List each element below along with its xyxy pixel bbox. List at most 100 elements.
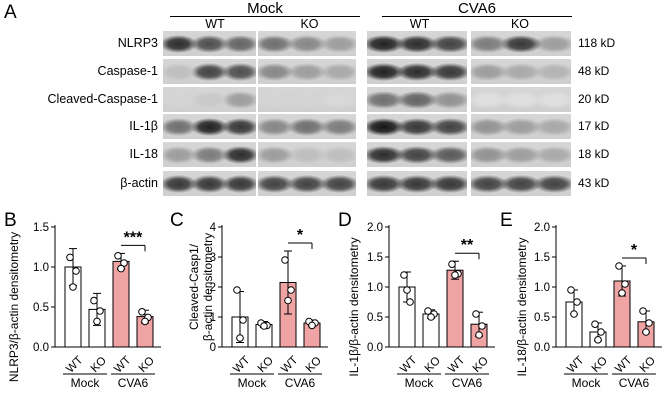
data-point <box>72 267 80 275</box>
blot-kd-label: 18 kD <box>578 147 610 161</box>
y-tick-label: 0.0 <box>534 342 550 354</box>
x-tick-label: WT <box>565 354 586 375</box>
data-point <box>424 307 432 315</box>
bar <box>565 301 583 348</box>
subgroup-title-mock-wt: WT <box>205 17 225 31</box>
y-tick-label: 1.5 <box>367 252 383 264</box>
blot-kd-label: 118 kD <box>578 36 616 50</box>
data-point <box>287 286 295 294</box>
bar <box>279 282 297 348</box>
y-axis-label: NLRP3/β-actin densitometry <box>7 232 21 382</box>
blot-row-label: IL-1β <box>129 119 158 133</box>
subgroup-title-mock-ko: KO <box>300 17 319 31</box>
significance-label: *** <box>124 229 143 246</box>
data-point <box>448 260 456 269</box>
data-point <box>618 289 626 297</box>
group-title-cva6: CVA6 <box>457 0 497 17</box>
bar <box>470 323 488 348</box>
y-tick-label: 2 <box>210 282 216 294</box>
data-point <box>263 321 271 330</box>
x-tick-label: WT <box>231 354 252 375</box>
y-tick-label: 0.5 <box>33 302 49 314</box>
panel-letter: B <box>4 210 17 231</box>
blot-panel <box>258 59 356 84</box>
subgroup-title-cva6-ko: KO <box>510 17 530 31</box>
y-tick-label: 1.5 <box>534 252 550 264</box>
data-point <box>400 271 408 279</box>
data-point <box>69 283 77 291</box>
data-point <box>96 307 104 315</box>
data-point <box>427 313 435 321</box>
data-point <box>93 317 101 326</box>
data-point <box>117 264 125 273</box>
blot-panel <box>258 171 356 196</box>
x-tick-label: KO <box>304 355 324 375</box>
blot-panel <box>367 171 467 196</box>
blot-row-label: NLRP3 <box>117 36 158 50</box>
data-point <box>90 296 98 305</box>
blot-panel <box>471 142 571 167</box>
y-tick-label: 1.0 <box>367 282 383 294</box>
group-label: CVA6 <box>285 376 316 390</box>
x-tick-label: KO <box>137 355 157 375</box>
subgroup-title-cva6-wt: WT <box>409 17 430 31</box>
panel-letter: C <box>170 210 184 231</box>
blot-row-label: β-actin <box>120 176 158 190</box>
y-tick-label: 0.0 <box>33 342 49 354</box>
blot-kd-label: 20 kD <box>578 92 610 106</box>
data-point <box>573 298 581 306</box>
y-tick-label: 1.5 <box>33 222 49 234</box>
blot-panel <box>471 114 571 139</box>
group-line-cva6 <box>382 16 572 17</box>
bar <box>422 313 440 348</box>
blot-kd-label: 48 kD <box>578 64 610 78</box>
blot-panel <box>163 171 256 196</box>
blot-row-label: IL-18 <box>129 147 159 161</box>
group-label: Mock <box>71 376 101 390</box>
data-point <box>406 298 414 306</box>
blot-panel <box>258 114 356 139</box>
y-tick-label: 3 <box>210 252 216 264</box>
blot-panel <box>471 171 571 196</box>
bar <box>589 331 607 348</box>
data-point <box>239 316 247 324</box>
panel-letter: D <box>338 210 352 231</box>
blot-kd-label: 17 kD <box>578 119 610 133</box>
x-tick-label: KO <box>89 355 109 375</box>
data-point <box>615 262 623 270</box>
data-point <box>570 310 578 318</box>
data-point <box>233 286 241 294</box>
blot-panel <box>258 31 356 56</box>
x-tick-label: KO <box>638 355 658 375</box>
data-point <box>284 296 292 305</box>
data-point <box>257 319 265 327</box>
data-point <box>451 271 459 279</box>
data-point <box>308 321 316 330</box>
bar <box>303 322 321 348</box>
blot-panel <box>163 87 256 112</box>
y-tick-label: 0 <box>210 342 216 354</box>
group-label: Mock <box>572 376 602 390</box>
blot-row-label: Cleaved-Caspase-1 <box>47 92 158 106</box>
data-point <box>472 310 480 318</box>
group-label: CVA6 <box>452 376 483 390</box>
x-tick-label: KO <box>471 355 491 375</box>
data-point <box>311 319 319 327</box>
y-tick-label: 2.0 <box>367 222 383 234</box>
bar <box>398 286 416 348</box>
significance-label: ** <box>461 237 474 254</box>
group-label: CVA6 <box>118 376 149 390</box>
blot-panel <box>471 31 571 56</box>
data-point <box>403 286 411 294</box>
blot-panel <box>367 59 467 84</box>
data-point <box>642 328 650 336</box>
group-label: Mock <box>405 376 435 390</box>
x-tick-label: KO <box>256 355 276 375</box>
group-label: CVA6 <box>619 376 650 390</box>
bar <box>446 269 464 348</box>
blot-panel <box>163 142 256 167</box>
y-tick-label: 1.0 <box>534 282 550 294</box>
blot-panel <box>163 59 256 84</box>
blot-panel <box>367 142 467 167</box>
data-point <box>621 280 629 288</box>
